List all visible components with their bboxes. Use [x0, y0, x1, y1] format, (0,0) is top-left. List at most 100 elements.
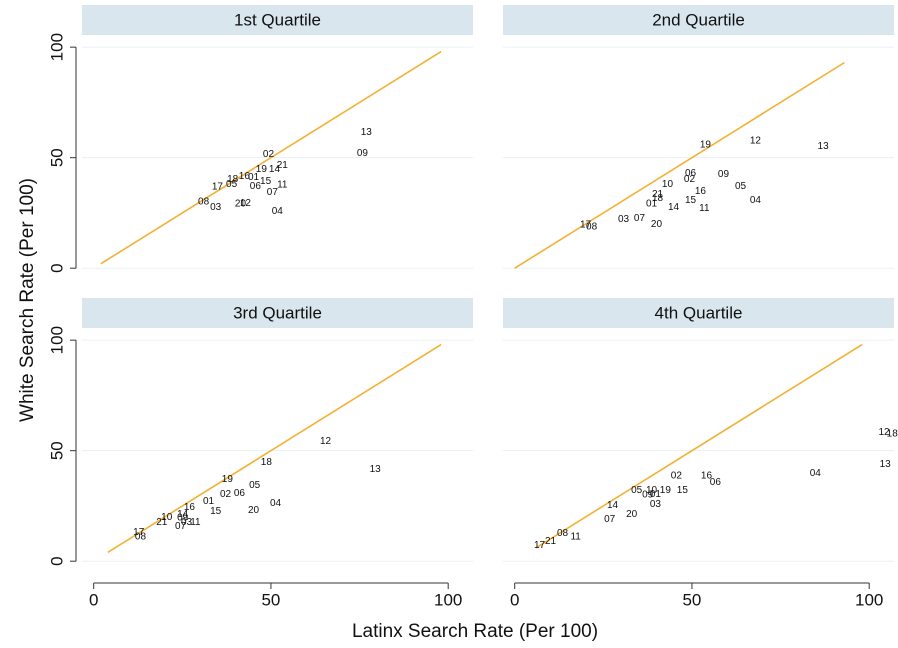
- y-tick-label: 50: [47, 441, 66, 460]
- point-label: 18: [652, 193, 664, 204]
- point-label: 13: [370, 464, 382, 475]
- plot-area: [503, 35, 894, 285]
- point-label: 15: [685, 195, 697, 206]
- x-tick-label: 50: [682, 590, 701, 609]
- point-label: 19: [222, 474, 234, 485]
- point-label: 10: [646, 485, 658, 496]
- x-tick-label: 0: [510, 590, 519, 609]
- point-label: 21: [156, 517, 168, 528]
- point-label: 01: [646, 199, 658, 210]
- point-label: 19: [256, 164, 268, 175]
- point-label: 08: [198, 197, 210, 208]
- point-label: 09: [642, 490, 654, 501]
- point-label: 04: [272, 206, 284, 217]
- point-label: 16: [239, 171, 251, 182]
- y-tick-label: 0: [47, 263, 66, 272]
- panel-header: [503, 5, 894, 35]
- point-label: 09: [357, 148, 369, 159]
- point-label: 14: [607, 500, 619, 511]
- x-tick-label: 0: [89, 590, 98, 609]
- point-label: 07: [604, 514, 616, 525]
- point-label: 14: [668, 202, 680, 213]
- y-axis-title: White Search Rate (Per 100): [17, 178, 38, 422]
- point-label: 09: [177, 513, 189, 524]
- panel-header: [82, 5, 473, 35]
- point-label: 16: [184, 502, 196, 513]
- point-label: 11: [190, 517, 201, 528]
- point-label: 11: [277, 180, 288, 191]
- point-label: 01: [650, 489, 662, 500]
- point-label: 05: [249, 480, 261, 491]
- point-label: 02: [671, 471, 683, 482]
- point-label: 11: [699, 203, 710, 214]
- point-label: 08: [135, 532, 147, 543]
- point-label: 06: [685, 168, 697, 179]
- reference-line: [100, 50, 442, 265]
- point-label: 02: [684, 174, 696, 185]
- point-label: 08: [557, 528, 569, 539]
- reference-line: [535, 343, 863, 549]
- x-tick-label: 50: [261, 590, 280, 609]
- point-label: 06: [234, 488, 246, 499]
- panel-header: [503, 298, 894, 328]
- point-label: 14: [177, 509, 189, 520]
- y-tick-label: 0: [47, 556, 66, 565]
- point-label: 15: [260, 176, 272, 187]
- point-label: 03: [181, 517, 193, 528]
- panel-header: [82, 298, 473, 328]
- plot-area: [82, 35, 473, 285]
- point-label: 18: [227, 174, 239, 185]
- point-label: 05: [226, 179, 238, 190]
- point-label: 06: [250, 181, 262, 192]
- point-label: 16: [701, 471, 713, 482]
- y-tick-label: 100: [47, 33, 66, 61]
- point-label: 21: [545, 536, 557, 547]
- point-label: 05: [735, 181, 747, 192]
- point-label: 18: [261, 457, 273, 468]
- point-label: 05: [631, 485, 643, 496]
- point-label: 02: [220, 489, 232, 500]
- point-label: 04: [810, 468, 822, 479]
- x-tick-label: 100: [434, 590, 462, 609]
- point-label: 08: [586, 222, 598, 233]
- reference-line: [514, 61, 845, 269]
- x-tick-label: 100: [855, 590, 883, 609]
- x-axis-title: Latinx Search Rate (Per 100): [352, 621, 598, 642]
- point-label: 20: [626, 509, 638, 520]
- point-label: 19: [660, 485, 672, 496]
- point-label: 12: [320, 436, 332, 447]
- point-label: 10: [662, 179, 674, 190]
- plot-area: [503, 328, 894, 578]
- reference-line: [107, 343, 442, 554]
- panel-title: 3rd Quartile: [233, 303, 322, 322]
- point-label: 20: [248, 505, 260, 516]
- point-label: 01: [248, 172, 260, 183]
- point-label: 07: [267, 187, 279, 198]
- point-label: 12: [240, 198, 252, 209]
- point-label: 17: [133, 527, 145, 538]
- y-tick-label: 100: [47, 326, 66, 354]
- point-label: 03: [618, 214, 630, 225]
- point-label: 10: [161, 512, 173, 523]
- point-label: 03: [650, 499, 662, 510]
- point-label: 20: [651, 219, 663, 230]
- point-label: 19: [700, 140, 712, 151]
- point-label: 12: [750, 136, 762, 147]
- point-label: 20: [235, 199, 247, 210]
- point-label: 13: [361, 127, 373, 138]
- point-label: 21: [652, 189, 664, 200]
- point-label: 07: [634, 213, 646, 224]
- point-label: 03: [210, 202, 222, 213]
- point-label: 11: [570, 532, 581, 543]
- point-label: 09: [718, 169, 730, 180]
- point-label: 15: [677, 485, 689, 496]
- point-label: 17: [580, 220, 592, 231]
- point-label: 06: [710, 477, 722, 488]
- point-label: 13: [880, 459, 892, 470]
- point-label: 07: [175, 521, 187, 532]
- point-label: 04: [750, 195, 762, 206]
- y-tick-label: 50: [47, 148, 66, 167]
- panel-title: 2nd Quartile: [652, 10, 745, 29]
- plot-area: [82, 328, 473, 578]
